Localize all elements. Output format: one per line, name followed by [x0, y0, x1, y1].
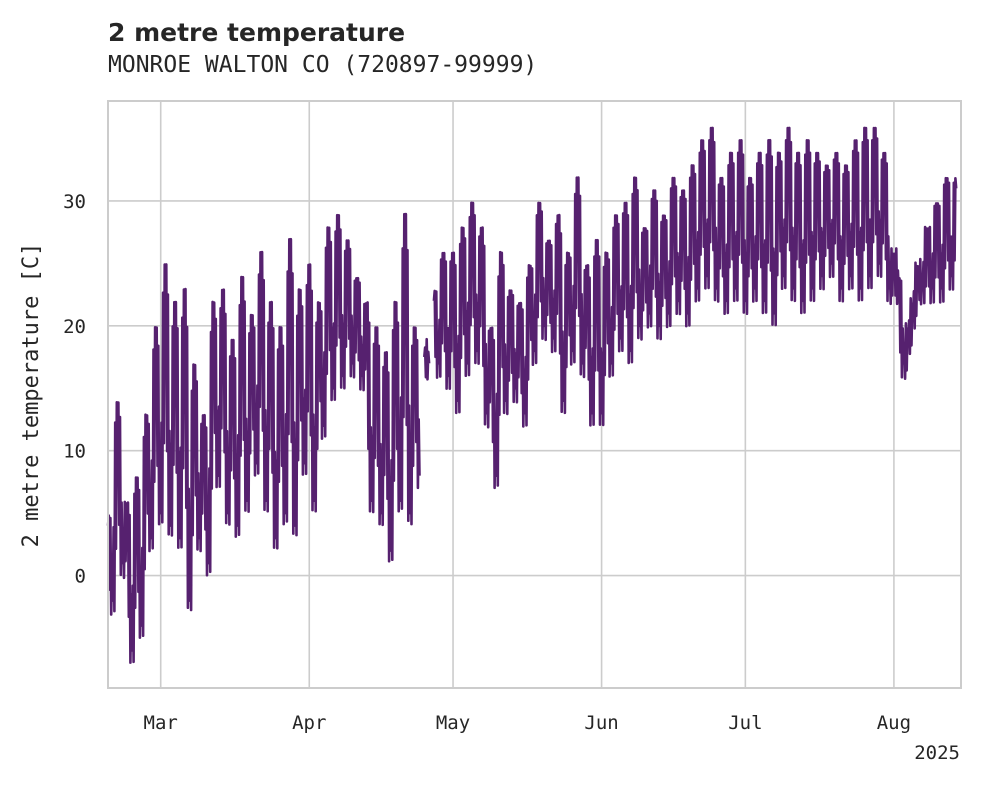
temperature-line-segment [432, 126, 958, 490]
y-tick-label: 30 [63, 191, 86, 213]
x-tick-label: Jun [584, 712, 618, 734]
y-axis-label: 2 metre temperature [C] [19, 243, 44, 548]
x-tick-label: Mar [144, 712, 178, 734]
y-tick-label: 0 [75, 566, 86, 588]
x-tick-label: Apr [292, 712, 326, 734]
plot-frame [107, 100, 962, 689]
series-lines [106, 126, 958, 664]
tick-labels: 0 10 20 30 Mar Apr May Jun Jul Aug [63, 191, 911, 734]
chart-title: 2 metre temperature [108, 18, 405, 47]
year-label: 2025 [914, 742, 960, 764]
chart-subtitle: MONROE WALTON CO (720897-99999) [108, 52, 537, 78]
temperature-line-segment [106, 212, 421, 664]
x-tick-label: Jul [728, 712, 762, 734]
temperature-line-segment [423, 337, 431, 381]
y-tick-label: 10 [63, 441, 86, 463]
x-tick-label: Aug [877, 712, 911, 734]
y-tick-label: 20 [63, 316, 86, 338]
x-tick-label: May [436, 712, 470, 734]
